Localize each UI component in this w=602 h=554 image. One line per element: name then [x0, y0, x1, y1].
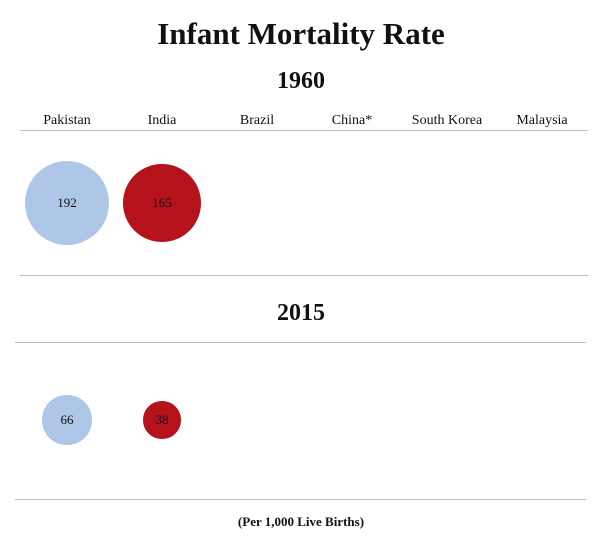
- country-label: Brazil: [239, 113, 275, 128]
- bubble-value-label: 38: [155, 411, 169, 427]
- bubble-1960-pakistan: 192: [25, 161, 109, 245]
- country-label: China*: [331, 113, 373, 128]
- country-label: South Korea: [411, 113, 483, 128]
- divider-header: [20, 130, 588, 131]
- divider-2015-bottom: [15, 499, 586, 500]
- divider-2015-top: [15, 342, 586, 343]
- bubble-value-label: 66: [60, 411, 74, 427]
- units-note: (Per 1,000 Live Births): [237, 514, 365, 529]
- divider-1960-bottom: [20, 275, 588, 276]
- country-label: India: [147, 113, 177, 128]
- country-label: Pakistan: [43, 113, 91, 128]
- bubble-value-label: 192: [57, 195, 77, 210]
- bubble-value-label: 165: [152, 194, 172, 210]
- bubble-1960-india: 165: [123, 164, 201, 242]
- bubble-2015-india: 38: [143, 401, 181, 439]
- chart-title: Infant Mortality Rate: [157, 16, 445, 51]
- bubble-2015-pakistan: 66: [42, 395, 92, 445]
- panel-year-2015: 2015: [277, 300, 325, 326]
- country-label: Malaysia: [516, 113, 568, 128]
- panel-year-1960: 1960: [277, 68, 325, 94]
